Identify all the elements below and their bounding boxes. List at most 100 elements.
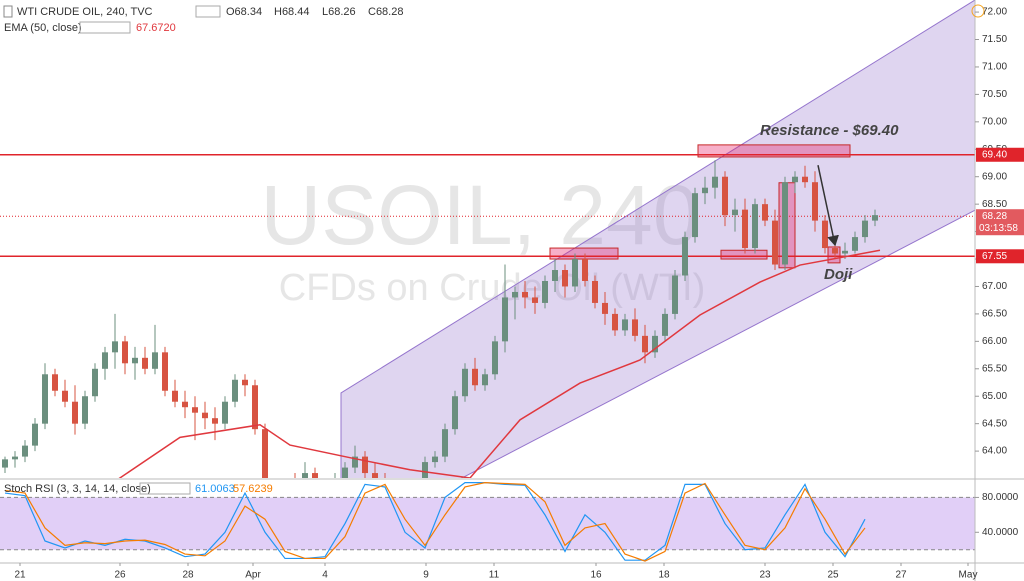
candle-body [702, 187, 708, 194]
candle-body [72, 401, 78, 424]
candle-body [182, 401, 188, 408]
ema-title: EMA (50, close) [4, 22, 82, 34]
x-tick-label: 28 [182, 570, 194, 581]
candle-body [172, 390, 178, 402]
stoch-band [0, 497, 975, 550]
stoch-line [4, 482, 866, 562]
stoch-k-value: 61.0063 [195, 483, 235, 495]
candle-body [822, 220, 828, 249]
candle-body [112, 341, 118, 353]
watermark-sub: CFDs on Crude Oil (WTI) [279, 267, 705, 309]
candle-body [752, 204, 758, 249]
candle-body [642, 335, 648, 353]
candle-body [572, 259, 578, 287]
candle-body [342, 467, 348, 478]
candle-body [652, 335, 658, 353]
candle-body [462, 368, 468, 397]
candle-body [802, 176, 808, 183]
level-tag [976, 147, 1024, 162]
candle-body [852, 237, 858, 251]
x-tick-label: 26 [114, 570, 126, 581]
candle-body [32, 423, 38, 446]
candle-body [512, 291, 518, 298]
candle-body [232, 379, 238, 402]
y-tick-label: 72.00 [982, 7, 1007, 18]
ema-icons[interactable] [79, 21, 131, 34]
x-tick-label: 4 [322, 570, 328, 581]
watermark: USOIL, 240 [261, 168, 700, 262]
candle-body [732, 209, 738, 216]
header-icons[interactable] [195, 5, 221, 18]
candle-body [442, 429, 448, 457]
candle-body [692, 193, 698, 238]
x-tick-label: 27 [895, 570, 907, 581]
candle-body [842, 250, 848, 254]
candle-body [532, 297, 538, 303]
stoch-pane [0, 482, 975, 562]
alert-icon[interactable] [971, 4, 985, 18]
candle-body [622, 319, 628, 331]
symbol-title: WTI CRUDE OIL, 240, TVC [17, 6, 153, 18]
candle-body [592, 280, 598, 303]
candle-body [432, 456, 438, 463]
y-tick-label: 66.00 [982, 336, 1007, 347]
candle-body [2, 459, 8, 468]
stoch-icons[interactable] [139, 482, 191, 495]
stoch-tick-label: 40.0000 [982, 527, 1019, 538]
level-tag-label: 67.55 [982, 251, 1007, 262]
candle-body [682, 237, 688, 276]
candle-body [612, 313, 618, 331]
y-tick-label: 65.00 [982, 391, 1007, 402]
x-tick-label: 25 [827, 570, 839, 581]
y-tick-label: 70.00 [982, 116, 1007, 127]
y-tick-label: 71.00 [982, 62, 1007, 73]
candle-body [792, 176, 798, 183]
candle-body [522, 291, 528, 298]
candle-body [632, 319, 638, 336]
x-tick-label: May [959, 570, 978, 581]
candle-body [862, 220, 868, 238]
y-tick-label: 64.50 [982, 418, 1007, 429]
level-tag [976, 249, 1024, 264]
candle-body [482, 374, 488, 386]
arrow [817, 165, 839, 247]
candle-body [92, 368, 98, 397]
collapse-icon[interactable] [3, 5, 13, 18]
price-pane [0, 0, 975, 478]
x-tick-label: 11 [489, 570, 500, 581]
candle-body [552, 270, 558, 281]
stoch-line [4, 482, 866, 561]
candle-body [222, 401, 228, 424]
x-tick-label: 18 [658, 570, 670, 581]
candle-body [352, 456, 358, 468]
stoch-d-value: 57.6239 [233, 483, 273, 495]
candle-body [252, 385, 258, 430]
y-tick-label: 71.50 [982, 34, 1007, 45]
candle-body [772, 220, 778, 265]
candle-body [42, 374, 48, 424]
channel [340, 0, 975, 478]
candle-body [722, 176, 728, 216]
candle-body [262, 429, 268, 478]
stoch-title: Stoch RSI (3, 3, 14, 14, close) [4, 483, 151, 495]
last-price-label: 68.28 [982, 211, 1007, 222]
candle-body [452, 396, 458, 430]
candle-body [142, 357, 148, 369]
candle-body [202, 412, 208, 419]
candle-body [162, 352, 168, 391]
low: L68.26 [322, 6, 356, 18]
candle-body [872, 215, 878, 221]
y-tick-label: 69.00 [982, 171, 1007, 182]
candle-body [472, 368, 478, 386]
y-tick-label: 70.50 [982, 89, 1007, 100]
ema-line [118, 249, 881, 478]
candle-body [602, 302, 608, 314]
candle-body [82, 396, 88, 424]
ema-value: 67.6720 [136, 22, 176, 34]
x-tick-label: 9 [423, 570, 429, 581]
y-tick-label: 68.50 [982, 199, 1007, 210]
candle-body [302, 473, 308, 478]
candle-body [582, 259, 588, 281]
close: C68.28 [368, 6, 403, 18]
candle-body [542, 280, 548, 303]
